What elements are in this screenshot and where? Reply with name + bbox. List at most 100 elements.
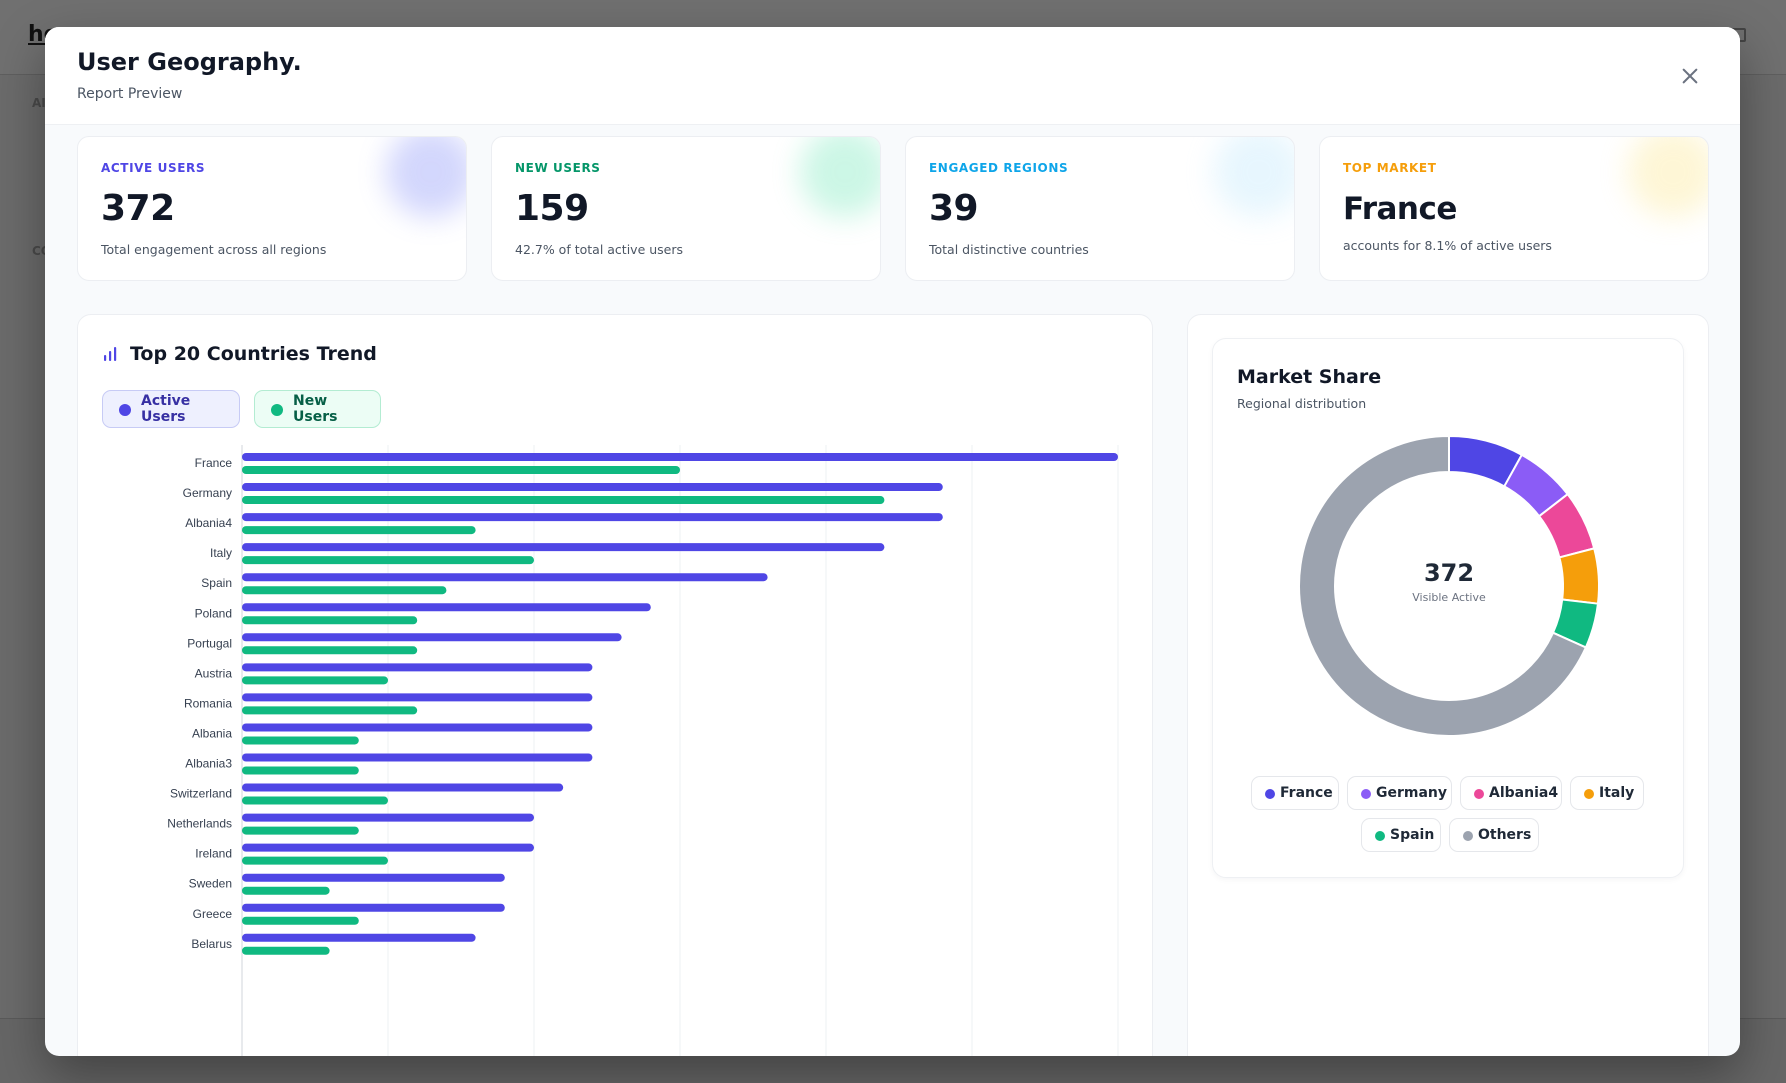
active-users-bar (242, 513, 943, 522)
legend-label: Spain (1390, 827, 1435, 843)
active-users-bar (242, 813, 534, 822)
category-label: Switzerland (170, 787, 232, 801)
active-users-bar (242, 933, 476, 942)
active-users-bar (242, 693, 593, 702)
category-label: Albania (192, 726, 232, 740)
new-users-bar (242, 856, 388, 865)
legend-dot (271, 404, 283, 416)
kpi-label: NEW USERS (515, 161, 601, 175)
new-users-bar (242, 556, 534, 565)
donut-center-label: Visible Active (1412, 591, 1486, 604)
share-title: Market Share (1237, 366, 1382, 388)
kpi-glow (386, 137, 466, 217)
kpi-description: Total engagement across all regions (101, 242, 327, 257)
new-users-bar (242, 766, 359, 775)
close-icon[interactable] (1677, 63, 1703, 89)
kpi-label: ENGAGED REGIONS (929, 161, 1069, 175)
background-side-label: AI (32, 96, 46, 110)
kpi-description: Total distinctive countries (929, 242, 1089, 257)
category-label: Romania (184, 696, 232, 710)
modal-title: User Geography. (77, 48, 302, 76)
new-users-bar (242, 466, 680, 474)
market-share-donut (1298, 434, 1600, 737)
legend-label: Germany (1376, 785, 1448, 801)
legend-dot (119, 404, 131, 416)
legend-label: Active Users (141, 393, 191, 425)
new-users-bar (242, 646, 418, 655)
modal-header: User Geography. Report Preview (45, 27, 1740, 125)
new-users-bar (242, 676, 388, 685)
category-label: Sweden (189, 877, 232, 891)
kpi-value: 372 (101, 188, 175, 229)
modal-subtitle: Report Preview (77, 86, 183, 102)
legend-label: Albania4 (1489, 785, 1559, 801)
bar-chart-icon (104, 347, 117, 361)
legend-toggle-new-users[interactable]: New Users (254, 390, 381, 428)
active-users-bar (242, 903, 505, 912)
legend-dot (1361, 789, 1371, 799)
trend-bar-chart: France Germany Albania4 Italy Spain Poland Por… (167, 445, 1119, 1056)
legend-item-italy[interactable]: Italy (1570, 776, 1644, 810)
legend-dot (1474, 789, 1484, 799)
kpi-glow (1628, 137, 1708, 217)
new-users-bar (242, 946, 330, 955)
legend-item-germany[interactable]: Germany (1347, 776, 1452, 810)
new-users-bar (242, 736, 359, 745)
new-users-bar (242, 496, 885, 505)
category-label: Netherlands (167, 817, 232, 831)
category-label: Belarus (191, 937, 232, 951)
kpi-glow (1214, 137, 1294, 217)
new-users-bar (242, 886, 330, 895)
category-label: Austria (195, 666, 233, 680)
new-users-bar (242, 706, 418, 715)
legend-dot (1584, 789, 1594, 799)
category-label: Albania4 (185, 516, 232, 530)
new-users-bar (242, 526, 476, 535)
kpi-glow (800, 137, 880, 217)
market-share-panel: Market Share Regional distribution 372 V… (1187, 314, 1709, 1056)
active-users-bar (242, 573, 768, 582)
category-label: France (195, 456, 233, 470)
donut-slice-italy (1558, 547, 1600, 605)
legend-item-spain[interactable]: Spain (1361, 818, 1441, 852)
legend-toggle-active-users[interactable]: Active Users (102, 390, 240, 428)
category-label: Greece (193, 907, 233, 921)
active-users-bar (242, 453, 1118, 461)
category-label: Italy (210, 546, 232, 560)
legend-item-others[interactable]: Others (1449, 818, 1539, 852)
donut-center-value: 372 (1423, 559, 1475, 587)
new-users-bar (242, 796, 388, 805)
category-label: Portugal (187, 636, 232, 650)
kpi-label: TOP MARKET (1343, 161, 1437, 175)
active-users-bar (242, 633, 622, 642)
new-users-bar (242, 916, 359, 925)
kpi-description: accounts for 8.1% of active users (1343, 238, 1552, 253)
legend-item-france[interactable]: France (1251, 776, 1339, 810)
kpi-card-engaged-regions: ENGAGED REGIONS 39 Total distinctive cou… (905, 136, 1295, 281)
kpi-card-top-market: TOP MARKET France accounts for 8.1% of a… (1319, 136, 1709, 281)
trend-title: Top 20 Countries Trend (130, 343, 377, 365)
category-label: Germany (183, 486, 232, 500)
category-label: Spain (201, 576, 232, 590)
active-users-bar (242, 723, 593, 732)
new-users-bar (242, 826, 359, 835)
active-users-bar (242, 873, 505, 882)
active-users-bar (242, 483, 943, 492)
active-users-bar (242, 663, 593, 672)
legend-dot (1265, 789, 1275, 799)
donut-slice-others (1298, 434, 1588, 737)
market-share-card: Market Share Regional distribution 372 V… (1212, 338, 1684, 878)
kpi-value: France (1343, 191, 1457, 227)
kpi-value: 39 (929, 188, 979, 229)
legend-dot (1463, 831, 1473, 841)
active-users-bar (242, 783, 564, 792)
legend-label: Italy (1599, 785, 1635, 801)
active-users-bar (242, 603, 651, 612)
report-modal: User Geography. Report Preview ACTIVE US… (45, 27, 1740, 1056)
category-label: Ireland (195, 847, 232, 861)
kpi-value: 159 (515, 188, 589, 229)
kpi-card-new-users: NEW USERS 159 42.7% of total active user… (491, 136, 881, 281)
legend-dot (1375, 831, 1385, 841)
legend-item-albania4[interactable]: Albania4 (1460, 776, 1562, 810)
active-users-bar (242, 543, 885, 552)
